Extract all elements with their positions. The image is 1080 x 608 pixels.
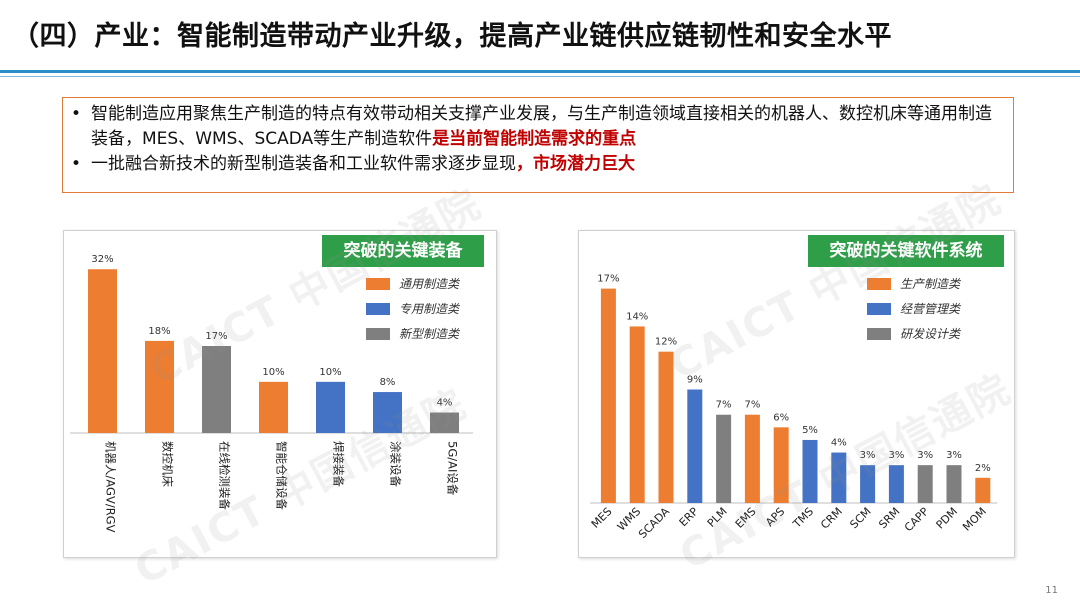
tick-label: SCM: [847, 505, 873, 531]
legend-swatch: [366, 327, 390, 340]
legend-item: 新型制造类: [366, 321, 459, 346]
tick-label: 智能仓储设备: [275, 441, 289, 510]
tick-label: MES: [589, 505, 615, 531]
software-chart: 17%MES14%WMS12%SCADA9%ERP7%PLM7%EMS6%APS…: [589, 274, 998, 541]
legend-item: 通用制造类: [366, 271, 459, 296]
legend-item: 生产制造类: [867, 271, 960, 296]
tick-label: CRM: [818, 505, 845, 532]
data-label: 12%: [655, 337, 677, 348]
bar: [773, 427, 789, 503]
bar: [88, 269, 117, 433]
equipment-chart-title: 突破的关键装备: [322, 235, 484, 267]
bullet-item: • 一批融合新技术的新型制造装备和工业软件需求逐步显现，市场潜力巨大: [71, 154, 635, 174]
title-divider-thin: [0, 76, 1080, 77]
data-label: 9%: [687, 375, 703, 386]
title-divider: [0, 70, 1080, 73]
bar: [259, 381, 288, 433]
legend-item: 经营管理类: [867, 296, 960, 321]
bullet-text: 智能制造应用聚焦生产制造的特点有效带动相关支撑产业发展，与生产制造领域直接相关的…: [91, 104, 992, 149]
data-label: 3%: [917, 450, 933, 461]
data-label: 3%: [860, 450, 876, 461]
bullet-highlight: ，市场潜力巨大: [516, 154, 635, 174]
data-label: 3%: [888, 450, 904, 461]
bar: [946, 465, 962, 503]
bar: [316, 381, 345, 433]
data-label: 4%: [437, 398, 453, 409]
bar: [831, 452, 847, 503]
equipment-chart-panel: 32% 机器人/AGV/RGV 18% 数控机床 17% 在线检测装备 10% 智能仓储设备 1…: [63, 230, 497, 558]
legend-swatch: [867, 302, 891, 315]
tick-label: MOM: [960, 505, 989, 534]
tick-label: 数控机床: [161, 441, 175, 487]
data-label: 5%: [802, 425, 818, 436]
tick-label: PLM: [705, 505, 730, 530]
bar: [430, 412, 459, 433]
data-label: 7%: [744, 400, 760, 411]
page-number: 11: [1045, 585, 1058, 596]
legend-item: 研发设计类: [867, 321, 960, 346]
data-label: 17%: [597, 274, 619, 285]
bar: [744, 414, 760, 503]
bar: [888, 465, 904, 503]
bar: [917, 465, 933, 503]
summary-box: • 智能制造应用聚焦生产制造的特点有效带动相关支撑产业发展，与生产制造领域直接相…: [62, 97, 1014, 193]
tick-label: 在线检测装备: [218, 441, 232, 510]
page-title: （四）产业：智能制造带动产业升级，提高产业链供应链韧性和安全水平: [12, 21, 892, 52]
bar: [629, 326, 645, 503]
tick-label: EMS: [733, 505, 759, 531]
data-label: 8%: [380, 377, 396, 388]
legend-swatch: [867, 327, 891, 340]
legend-swatch: [366, 302, 390, 315]
software-legend: 生产制造类 经营管理类 研发设计类: [867, 271, 960, 346]
software-chart-panel: 17% MES 14% WMS 12% SCADA 9% ERP 7% PLM 7% EMS 6% APS…: [578, 230, 1015, 558]
legend-swatch: [366, 277, 390, 290]
tick-label: PDM: [934, 505, 961, 532]
bar: [202, 346, 231, 433]
tick-label: ERP: [677, 505, 701, 529]
data-label: 14%: [626, 311, 648, 322]
legend-swatch: [867, 277, 891, 290]
bar: [658, 351, 674, 503]
tick-label: CAPP: [902, 505, 932, 535]
data-label: 7%: [716, 400, 732, 411]
data-label: 17%: [205, 331, 227, 342]
data-label: 32%: [91, 254, 113, 265]
bar: [600, 288, 616, 503]
bar: [860, 465, 876, 503]
data-label: 18%: [148, 326, 170, 337]
data-label: 3%: [946, 450, 962, 461]
tick-label: APS: [763, 505, 787, 529]
bullet-item: • 智能制造应用聚焦生产制造的特点有效带动相关支撑产业发展，与生产制造领域直接相…: [71, 104, 992, 149]
bar: [373, 392, 402, 433]
tick-label: 机器人/AGV/RGV: [104, 441, 118, 533]
tick-label: SRM: [876, 505, 902, 531]
data-label: 6%: [773, 412, 789, 423]
data-label: 4%: [831, 438, 847, 449]
tick-label: TMS: [790, 505, 816, 531]
tick-label: 焊接装备: [332, 441, 346, 487]
bar: [975, 477, 991, 503]
data-label: 10%: [262, 367, 284, 378]
equipment-legend: 通用制造类 专用制造类 新型制造类: [366, 271, 459, 346]
data-label: 10%: [319, 367, 341, 378]
bar: [802, 439, 818, 503]
bar: [716, 414, 732, 503]
equipment-chart: 32% 机器人/AGV/RGV 18% 数控机床 17% 在线检测装备 10% 智能仓储设备 1…: [70, 254, 473, 533]
tick-label: SCADA: [636, 505, 672, 541]
bar: [687, 389, 703, 503]
tick-label: 涂装设备: [389, 441, 403, 487]
tick-label: 5G/AI设备: [446, 441, 460, 496]
legend-item: 专用制造类: [366, 296, 459, 321]
bullet-text: 一批融合新技术的新型制造装备和工业软件需求逐步显现: [91, 154, 516, 174]
bar: [145, 340, 174, 433]
software-chart-title: 突破的关键软件系统: [808, 235, 1004, 267]
bullet-highlight: 是当前智能制造需求的重点: [432, 129, 637, 149]
data-label: 2%: [975, 463, 991, 474]
